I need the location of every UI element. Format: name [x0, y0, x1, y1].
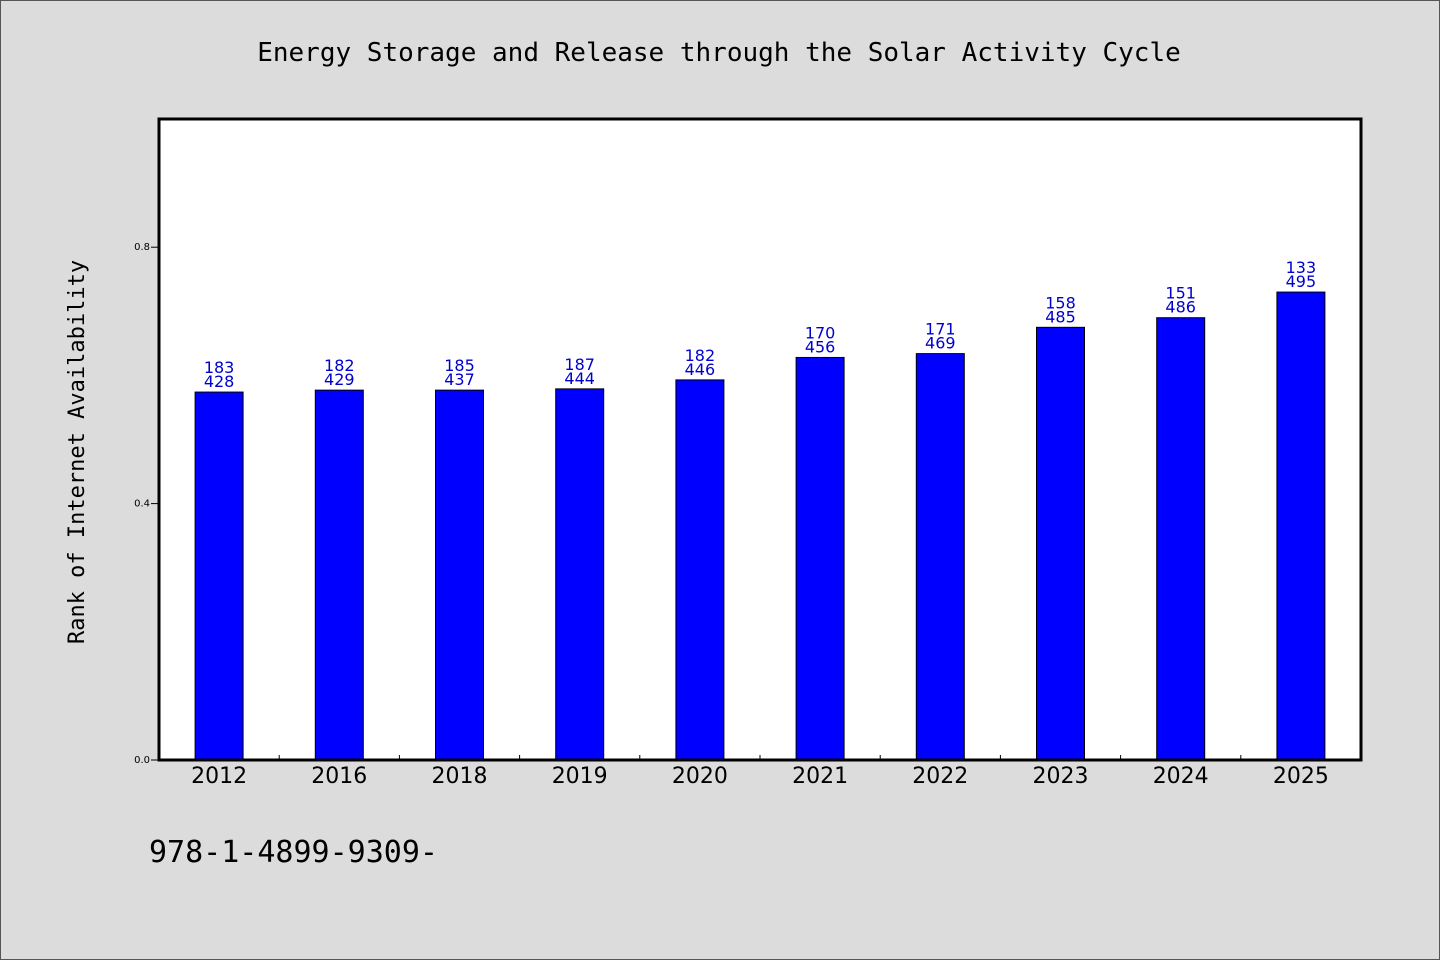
bar-label-bottom-2024: 486	[1165, 298, 1196, 317]
bar-2020	[675, 379, 725, 761]
x-tick-label-2024: 2024	[1153, 764, 1209, 789]
bar-2022	[915, 353, 965, 761]
bar-label-top-2025: 133	[1286, 258, 1317, 277]
bar-label-bottom-2018: 437	[444, 370, 475, 389]
bar-label-bottom-2012: 428	[204, 372, 235, 391]
bar-2018	[435, 389, 484, 761]
x-tick-label-2016: 2016	[311, 764, 367, 789]
bar-2024	[1156, 317, 1206, 761]
bar-label-bottom-2020: 446	[685, 360, 716, 379]
x-tick-label-2022: 2022	[912, 764, 968, 789]
plot-border	[157, 117, 1363, 762]
bar-2021	[795, 356, 845, 761]
bar-label-bottom-2023: 485	[1045, 307, 1076, 326]
x-tick-label-2023: 2023	[1033, 764, 1089, 789]
bar-label-top-2016: 182	[324, 356, 355, 375]
bar-label-top-2021: 170	[805, 323, 836, 342]
bar-2016	[314, 389, 364, 761]
y-tick-label: 0.4	[134, 499, 150, 510]
x-tick-label-2018: 2018	[432, 764, 488, 789]
bar-label-top-2022: 171	[925, 320, 956, 339]
bar-2025	[1276, 291, 1326, 761]
bar-label-bottom-2016: 429	[324, 370, 355, 389]
bar-label-bottom-2025: 495	[1286, 272, 1317, 291]
y-tick-label: 0.0	[134, 755, 150, 766]
bar-label-top-2024: 151	[1165, 284, 1196, 303]
chart-title: Energy Storage and Release through the S…	[257, 38, 1181, 68]
footer-code: 978-1-4899-9309-	[149, 835, 438, 870]
y-axis-label: Rank of Internet Availability	[65, 260, 90, 644]
bar-2012	[194, 391, 244, 761]
x-tick-label-2020: 2020	[672, 764, 728, 789]
bar-label-bottom-2019: 444	[564, 369, 595, 388]
bar-label-top-2019: 187	[564, 355, 595, 374]
bar-label-bottom-2021: 456	[805, 337, 836, 356]
x-tick-label-2012: 2012	[191, 764, 247, 789]
bar-label-top-2023: 158	[1045, 293, 1076, 312]
x-tick-label-2025: 2025	[1273, 764, 1329, 789]
bar-2019	[555, 388, 605, 761]
x-tick-label-2021: 2021	[792, 764, 848, 789]
bar-label-top-2020: 182	[685, 346, 716, 365]
x-tick-label-2019: 2019	[552, 764, 608, 789]
y-tick-label: 0.8	[134, 242, 150, 253]
bar-label-bottom-2022: 469	[925, 334, 956, 353]
bar-2023	[1036, 326, 1085, 761]
bar-label-top-2012: 183	[204, 358, 235, 377]
bar-label-top-2018: 185	[444, 356, 475, 375]
